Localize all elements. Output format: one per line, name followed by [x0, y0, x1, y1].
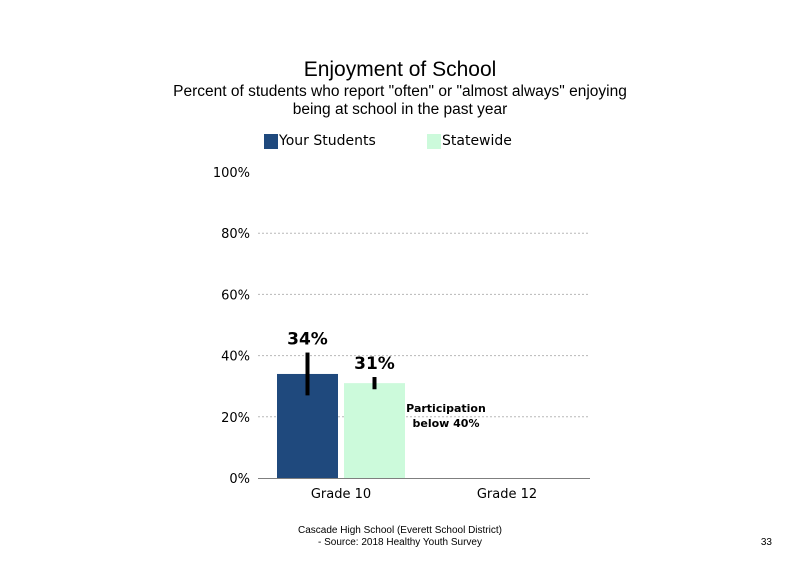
chart-subtitle: Percent of students who report "often" o… — [0, 83, 800, 119]
y-tick-label: 40% — [221, 350, 250, 365]
legend-swatch-your-students — [264, 134, 278, 149]
annotation-line-2: below 40% — [413, 417, 480, 430]
legend-label-your-students: Your Students — [279, 133, 376, 149]
x-tick-label: Grade 12 — [477, 487, 537, 502]
y-tick-label: 60% — [221, 288, 250, 303]
annotation-line-1: Participation — [406, 402, 486, 415]
legend-swatch-statewide — [427, 134, 441, 149]
y-tick-label: 0% — [229, 472, 250, 487]
subtitle-line-1: Percent of students who report "often" o… — [173, 83, 627, 100]
subtitle-line-2: being at school in the past year — [292, 101, 508, 118]
data-label: 31% — [354, 354, 395, 374]
x-tick-label: Grade 10 — [311, 487, 371, 502]
footer-source: Cascade High School (Everett School Dist… — [270, 525, 530, 549]
y-tick-label: 100% — [213, 166, 250, 181]
legend-label-statewide: Statewide — [442, 133, 512, 149]
footer-line-2: - Source: 2018 Healthy Youth Survey — [318, 537, 482, 548]
y-tick-label: 20% — [221, 411, 250, 426]
bar — [344, 383, 405, 478]
data-label: 34% — [287, 330, 328, 350]
footer-line-1: Cascade High School (Everett School Dist… — [298, 525, 502, 536]
y-tick-label: 80% — [221, 227, 250, 242]
page-number: 33 — [760, 537, 772, 548]
chart-title: Enjoyment of School — [303, 58, 497, 81]
